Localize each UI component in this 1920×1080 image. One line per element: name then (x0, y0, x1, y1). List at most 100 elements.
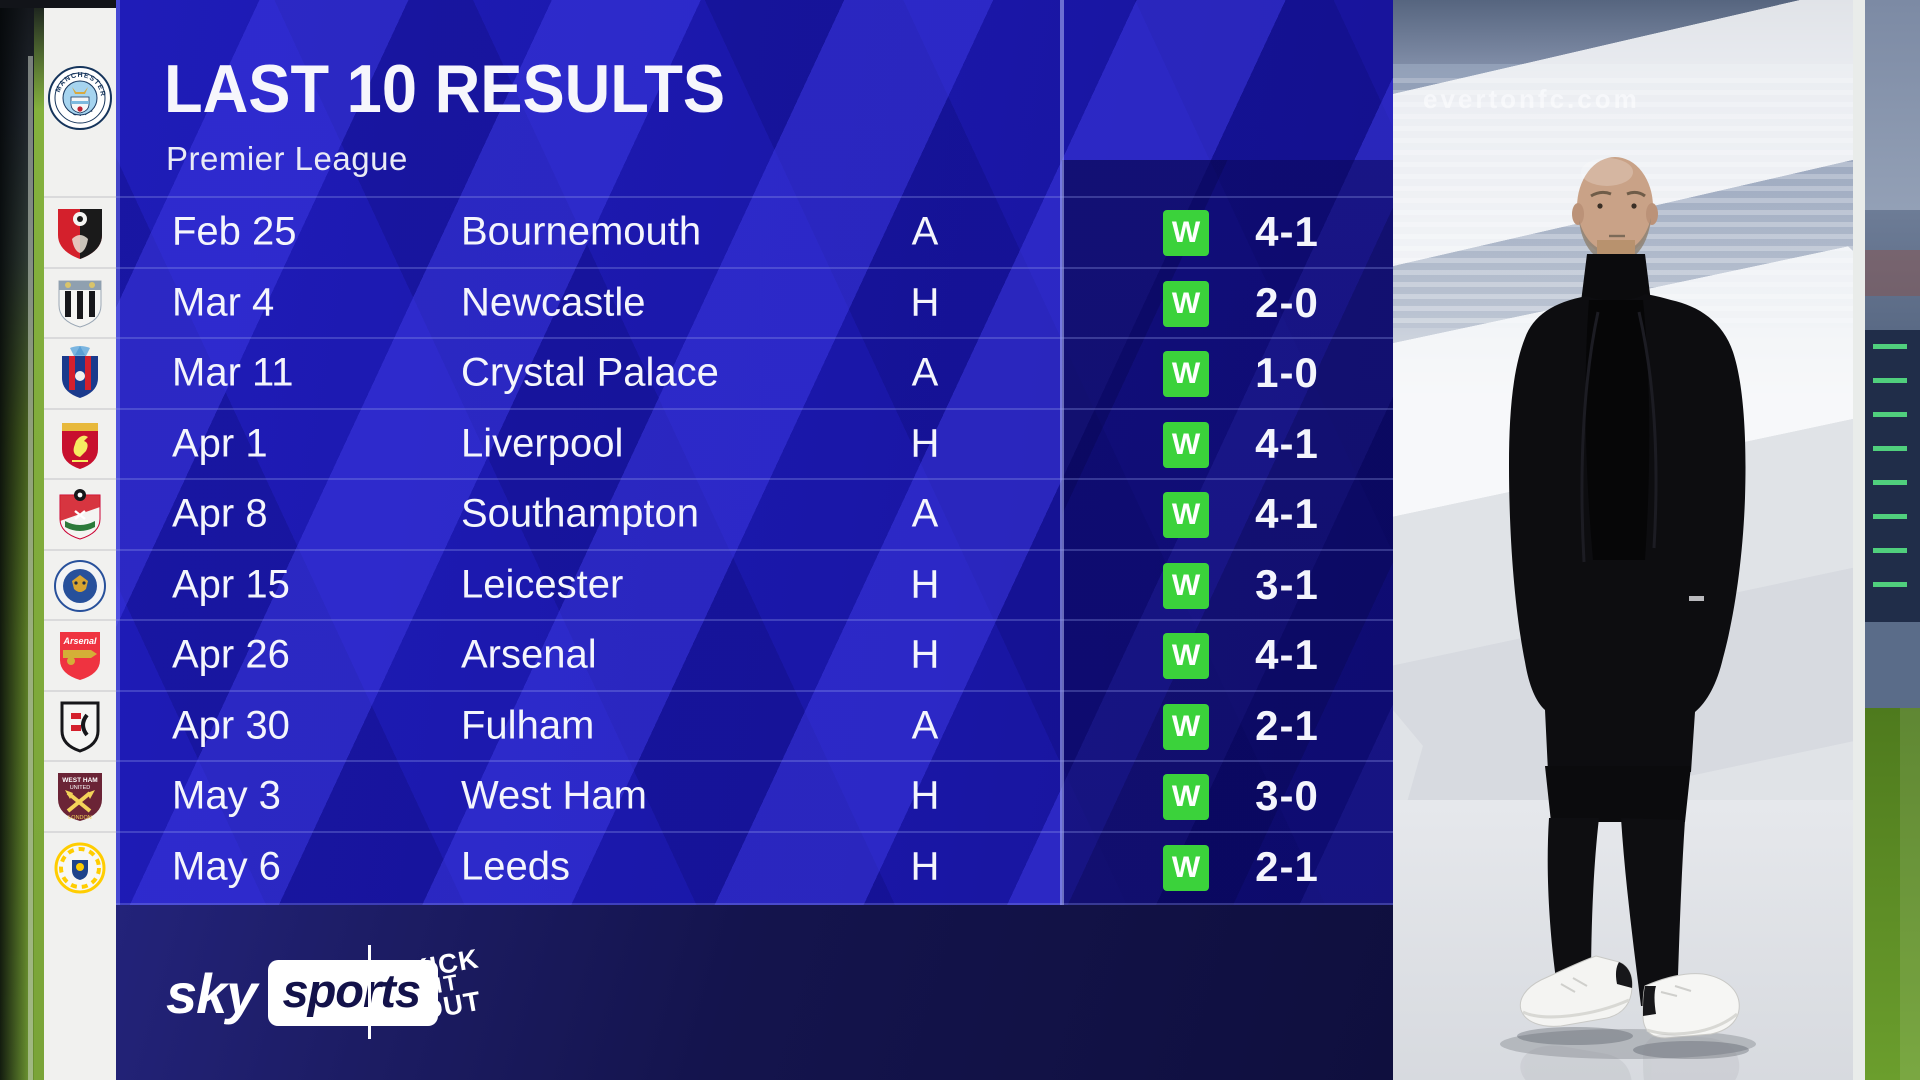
newcastle-crest (44, 267, 116, 339)
left-video-strip (0, 0, 44, 1080)
page-subtitle: Premier League (166, 140, 408, 177)
pep-guardiola-photo (1500, 157, 1756, 1080)
manager-photo-panel: evertonfc.com (1393, 0, 1853, 1080)
row-date: Apr 15 (172, 562, 290, 607)
pitch-green-line (34, 0, 44, 1080)
table-row: Apr 8 Southampton A W 4-1 (116, 478, 1393, 550)
row-opponent: Crystal Palace (461, 350, 719, 395)
kick-it-out-logo: KICK IT OUT (394, 931, 501, 1042)
row-date: Apr 8 (172, 491, 268, 536)
row-venue: H (910, 562, 940, 607)
leeds-crest (44, 831, 116, 903)
southampton-crest (44, 478, 116, 550)
win-badge: W (1163, 704, 1209, 750)
row-venue: A (911, 350, 939, 395)
row-date: Apr 1 (172, 421, 268, 466)
row-opponent: Newcastle (461, 280, 646, 325)
logo-divider (368, 945, 371, 1039)
row-venue: H (910, 280, 940, 325)
arsenal-crest: Arsenal (44, 619, 116, 691)
svg-text:UNITED: UNITED (70, 785, 91, 791)
bournemouth-crest (44, 196, 116, 268)
row-score: 2-1 (1255, 843, 1319, 891)
leicester-crest (44, 549, 116, 621)
win-badge: W (1163, 351, 1209, 397)
row-opponent: Southampton (461, 491, 699, 536)
row-score: 2-0 (1255, 279, 1319, 327)
panel-left-highlight (116, 0, 120, 1080)
row-score: 3-1 (1255, 561, 1319, 609)
row-venue: H (910, 773, 940, 818)
row-opponent: Fulham (461, 703, 595, 748)
row-date: May 3 (172, 773, 281, 818)
table-row: Apr 30 Fulham A W 2-1 (116, 690, 1393, 762)
row-score: 4-1 (1255, 490, 1319, 538)
sky-sports-logo: sky sports (166, 960, 439, 1026)
table-bottom-line (116, 903, 1393, 905)
liverpool-crest (44, 408, 116, 480)
row-date: Apr 26 (172, 632, 290, 677)
video-seats (1865, 622, 1920, 708)
west-ham-crest: WEST HAM UNITED LONDON (44, 760, 116, 832)
svg-text:LONDON: LONDON (68, 815, 92, 821)
win-badge: W (1163, 845, 1209, 891)
row-opponent: Leicester (461, 562, 624, 607)
crystal-palace-crest (44, 337, 116, 409)
sports-logo-text: sports (282, 964, 421, 1017)
row-opponent: Arsenal (461, 632, 597, 677)
row-opponent: Liverpool (461, 421, 624, 466)
score-column-divider (1060, 0, 1064, 905)
win-badge: W (1163, 492, 1209, 538)
video-scoreboard (1865, 330, 1920, 622)
row-date: Mar 4 (172, 280, 275, 325)
row-score: 4-1 (1255, 631, 1319, 679)
table-row: Apr 1 Liverpool H W 4-1 (116, 408, 1393, 480)
table-row: Mar 4 Newcastle H W 2-0 (116, 267, 1393, 339)
table-row: Apr 15 Leicester H W 3-1 (116, 549, 1393, 621)
sports-logo-box: sports (268, 960, 439, 1026)
row-opponent: Bournemouth (461, 209, 702, 254)
scoreboard-text-lines (1873, 344, 1907, 606)
table-row: Feb 25 Bournemouth A W 4-1 (116, 196, 1393, 268)
left-light-line (28, 56, 33, 1080)
page-title: LAST 10 RESULTS (164, 51, 726, 127)
row-score: 3-0 (1255, 772, 1319, 820)
video-red-band (1865, 250, 1920, 296)
svg-text:WEST HAM: WEST HAM (62, 777, 97, 784)
video-pitch (1865, 708, 1920, 1080)
svg-text:Arsenal: Arsenal (62, 636, 97, 646)
table-row: Apr 26 Arsenal H W 4-1 (116, 619, 1393, 691)
row-date: Mar 11 (172, 350, 294, 395)
win-badge: W (1163, 281, 1209, 327)
studio-floor (1393, 800, 1853, 1080)
row-opponent: West Ham (461, 773, 647, 818)
top-left-corner (0, 0, 116, 8)
fulham-crest (44, 690, 116, 762)
row-date: Feb 25 (172, 209, 297, 254)
video-stands (1865, 0, 1920, 210)
results-panel: LAST 10 RESULTS Premier League Feb 25 Bo… (116, 0, 1393, 1080)
row-score: 1-0 (1255, 349, 1319, 397)
row-venue: A (911, 703, 939, 748)
crest-strip: MANCHESTER CITY (44, 0, 116, 1080)
right-video-strip (1865, 0, 1920, 1080)
score-column-shade (1062, 160, 1393, 905)
panel-edge-line (1853, 0, 1865, 1080)
table-row: May 3 West Ham H W 3-0 (116, 760, 1393, 832)
win-badge: W (1163, 774, 1209, 820)
win-badge: W (1163, 422, 1209, 468)
kick-it-out-line3: OUT (419, 986, 484, 1027)
row-date: Apr 30 (172, 703, 290, 748)
row-score: 2-1 (1255, 702, 1319, 750)
win-badge: W (1163, 563, 1209, 609)
table-row: May 6 Leeds H W 2-1 (116, 831, 1393, 903)
row-venue: H (910, 632, 940, 677)
row-date: May 6 (172, 844, 281, 889)
win-badge: W (1163, 633, 1209, 679)
manchester-city-crest: MANCHESTER CITY (44, 0, 116, 196)
row-score: 4-1 (1255, 420, 1319, 468)
sky-logo-text: sky (166, 961, 257, 1025)
video-stand-lower (1865, 210, 1920, 330)
row-venue: A (911, 491, 939, 536)
row-opponent: Leeds (461, 844, 570, 889)
